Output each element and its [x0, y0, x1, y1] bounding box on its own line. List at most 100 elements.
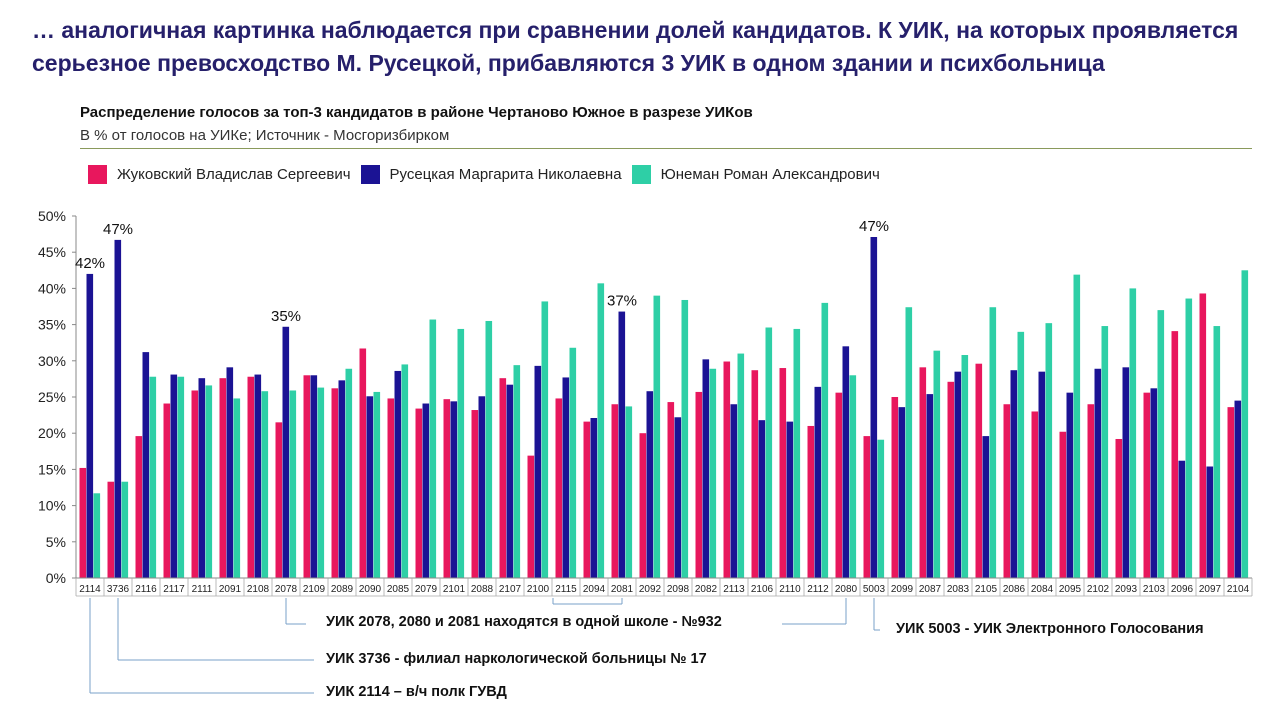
- x-tick-label: 2113: [723, 584, 745, 595]
- x-tick-label: 2086: [1003, 584, 1026, 595]
- bar: [415, 408, 423, 578]
- bar: [898, 407, 906, 578]
- bar: [282, 326, 290, 578]
- bar: [1199, 293, 1207, 578]
- bar: [583, 421, 591, 578]
- x-tick-label: 2087: [919, 584, 942, 595]
- x-tick-label: 2106: [751, 584, 774, 595]
- bar: [653, 295, 661, 578]
- annotation-narcology: УИК 3736 - филиал наркологической больни…: [326, 651, 707, 667]
- bar: [779, 368, 787, 578]
- bar: [674, 417, 682, 578]
- bar: [1178, 460, 1186, 578]
- chart-subtitle: В % от голосов на УИКе; Источник - Мосго…: [80, 127, 450, 144]
- x-tick-label: 2108: [247, 584, 270, 595]
- y-tick-label: 25%: [38, 389, 66, 405]
- bar: [135, 436, 143, 578]
- bar: [569, 347, 577, 578]
- y-tick-label: 10%: [38, 498, 66, 514]
- bar: [317, 387, 325, 578]
- x-tick-label: 2091: [219, 584, 242, 595]
- bar: [338, 380, 346, 578]
- bar: [709, 368, 717, 578]
- bar: [345, 368, 353, 578]
- bar: [961, 355, 969, 578]
- bar: [905, 307, 913, 578]
- bar: [170, 374, 178, 578]
- bar: [1213, 326, 1221, 578]
- x-tick-label: 2089: [331, 584, 354, 595]
- bar: [863, 436, 871, 578]
- bar: [807, 425, 815, 578]
- annotation-school-932: УИК 2078, 2080 и 2081 находятся в одной …: [326, 614, 722, 630]
- x-tick-label: 2112: [807, 584, 829, 595]
- legend-item-zhukovsky: Жуковский Владислав Сергеевич: [88, 165, 351, 184]
- chart-legend: Жуковский Владислав Сергеевич Русецкая М…: [88, 165, 890, 184]
- x-tick-label: 2078: [275, 584, 298, 595]
- bar: [471, 410, 479, 578]
- bar: [310, 375, 318, 578]
- legend-label-rusetskaya: Русецкая Маргарита Николаевна: [389, 166, 622, 183]
- y-tick-label: 30%: [38, 353, 66, 369]
- bar: [254, 374, 262, 578]
- bar: [590, 418, 598, 578]
- bar: [737, 353, 745, 578]
- bar: [86, 273, 94, 578]
- x-tick-label: 5003: [863, 584, 886, 595]
- bar: [625, 406, 633, 578]
- bar: [786, 421, 794, 578]
- bar: [422, 403, 430, 578]
- bar: [331, 388, 339, 578]
- x-tick-label: 2102: [1087, 584, 1110, 595]
- x-tick-label: 2095: [1059, 584, 1082, 595]
- x-tick-label: 2094: [583, 584, 606, 595]
- bar: [534, 365, 542, 578]
- annotation-military: УИК 2114 – в/ч полк ГУВД: [326, 684, 507, 700]
- bar: [1227, 407, 1235, 578]
- legend-label-zhukovsky: Жуковский Владислав Сергеевич: [117, 166, 351, 183]
- bar: [751, 370, 759, 578]
- data-label: 47%: [103, 221, 133, 238]
- x-tick-label: 2081: [611, 584, 634, 595]
- bar: [835, 392, 843, 578]
- x-tick-label: 2111: [192, 584, 213, 595]
- bar: [149, 376, 157, 578]
- x-tick-label: 2100: [527, 584, 550, 595]
- legend-swatch-yuneman: [631, 165, 651, 184]
- bar: [429, 319, 437, 578]
- bar: [891, 397, 899, 578]
- x-tick-label: 2093: [1115, 584, 1138, 595]
- bar: [1045, 323, 1053, 578]
- bar: [793, 328, 801, 578]
- bar: [954, 371, 962, 578]
- x-tick-label: 2079: [415, 584, 438, 595]
- bar: [695, 391, 703, 578]
- y-tick-label: 40%: [38, 280, 66, 296]
- x-tick-label: 2103: [1143, 584, 1166, 595]
- bar: [443, 399, 451, 578]
- bar: [723, 361, 731, 578]
- data-label: 35%: [271, 308, 301, 325]
- bar: [226, 367, 234, 578]
- bar: [1066, 392, 1074, 578]
- bar: [121, 481, 129, 578]
- bar: [1087, 404, 1095, 578]
- bar: [989, 307, 997, 578]
- bar: [842, 346, 850, 578]
- x-tick-label: 2082: [695, 584, 718, 595]
- bar: [555, 398, 563, 578]
- bar: [247, 376, 255, 578]
- bar: [639, 433, 647, 578]
- bar: [877, 439, 885, 578]
- bar: [205, 385, 213, 578]
- x-tick-label: 2090: [359, 584, 382, 595]
- x-tick-label: 2080: [835, 584, 858, 595]
- bar: [107, 481, 115, 578]
- bar: [702, 359, 710, 578]
- x-tick-label: 2083: [947, 584, 970, 595]
- title-divider: [80, 148, 1252, 149]
- bar: [261, 391, 269, 578]
- bar: [275, 422, 283, 578]
- page-headline: … аналогичная картинка наблюдается при с…: [32, 17, 1239, 76]
